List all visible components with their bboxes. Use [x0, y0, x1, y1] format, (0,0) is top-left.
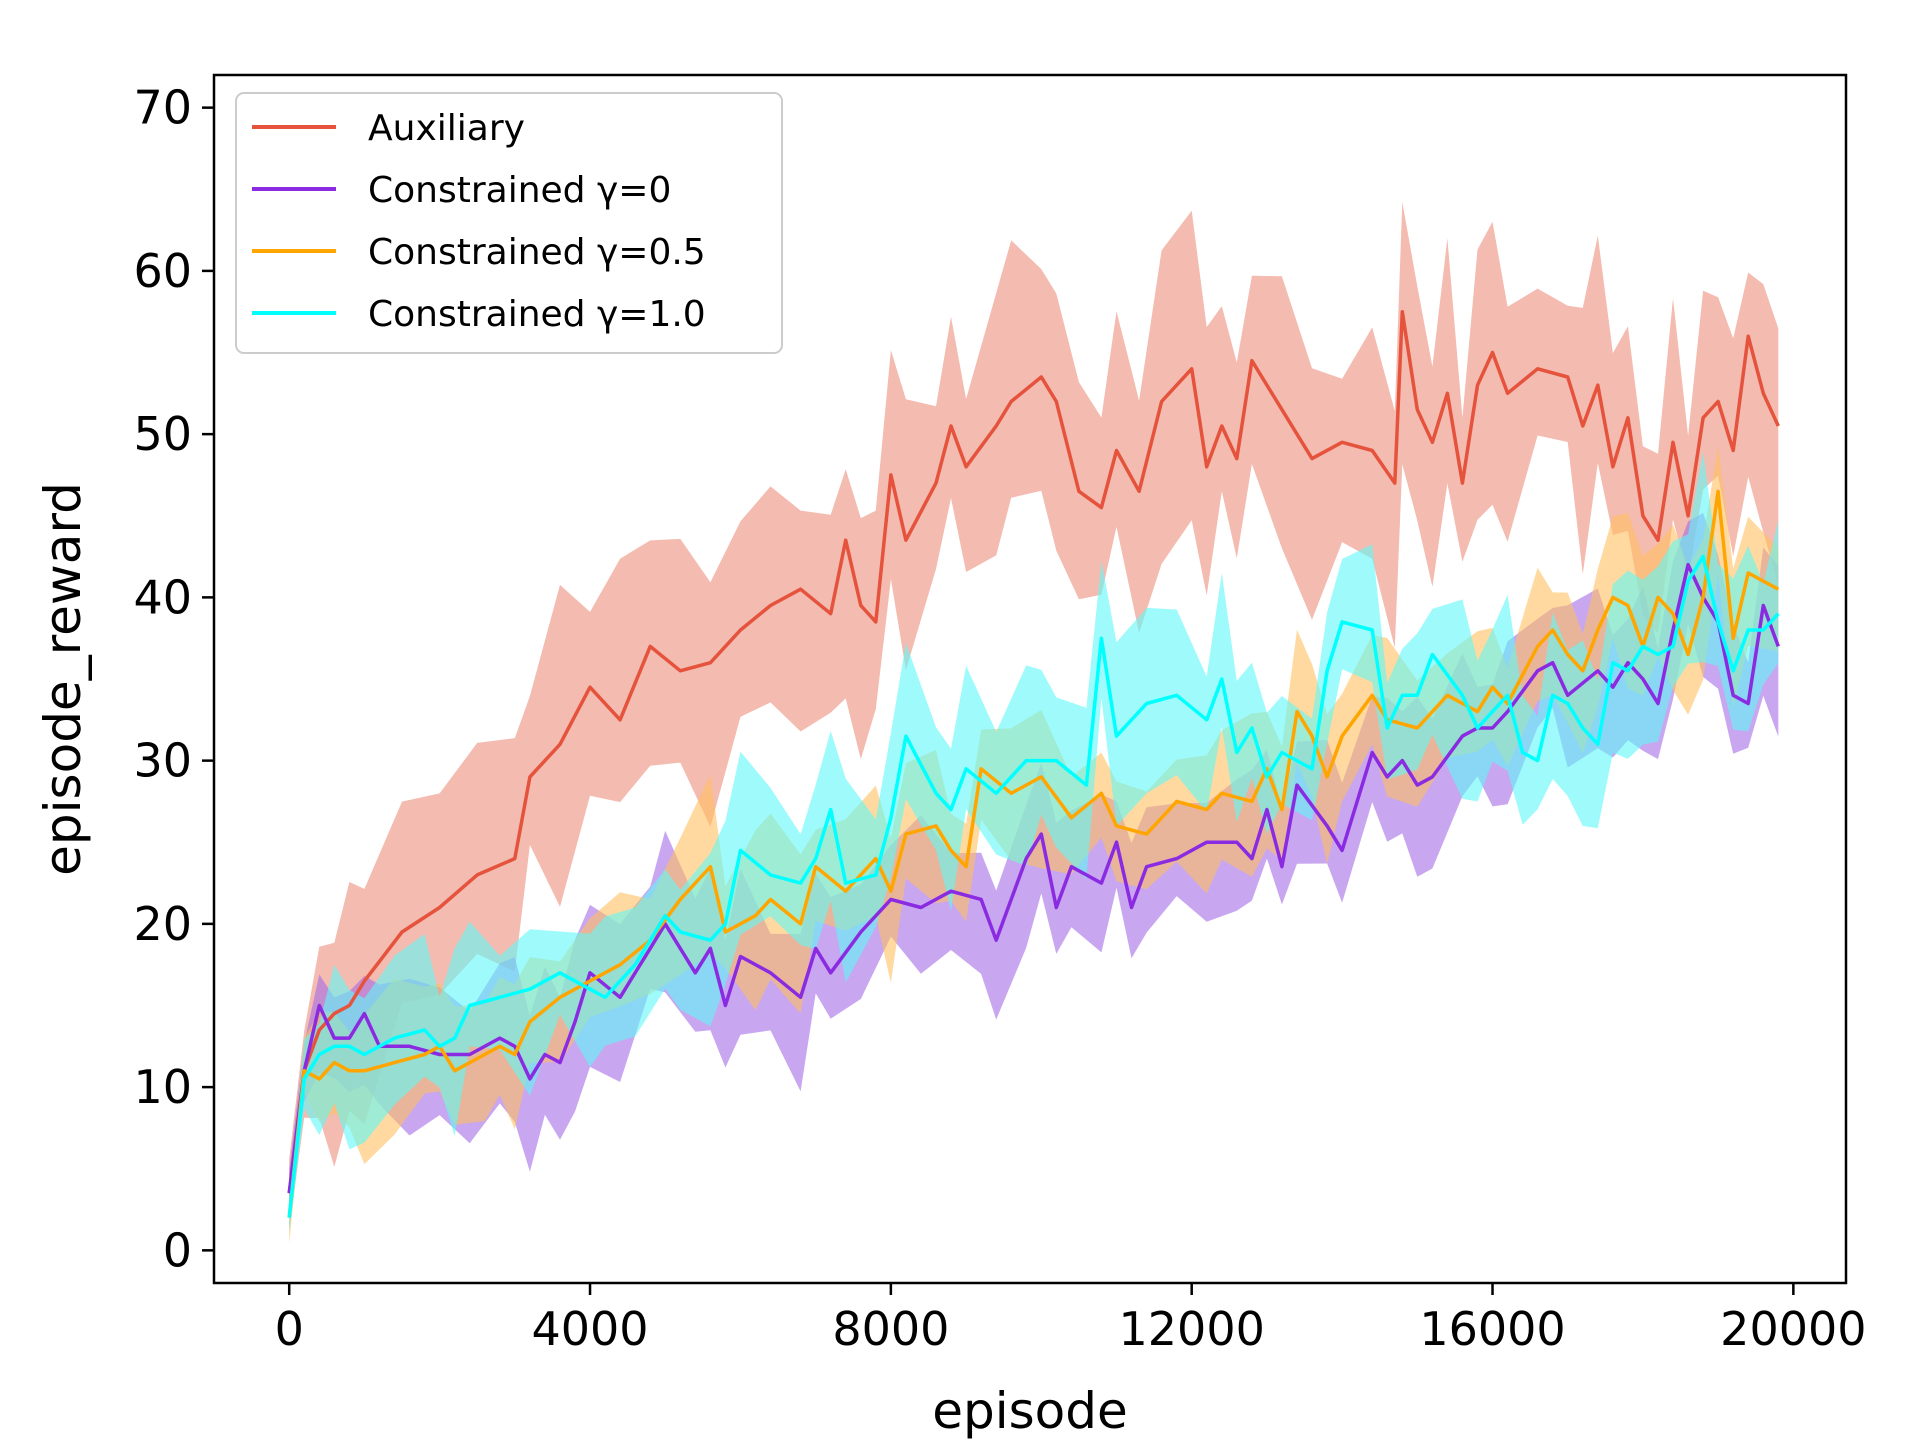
- y-tick-label: 0: [163, 1223, 192, 1277]
- legend-label: Constrained γ=1.0: [368, 294, 706, 335]
- line-series-2: [287, 489, 1780, 1218]
- y-tick-label: 30: [133, 734, 192, 788]
- x-tick-label: 0: [275, 1302, 304, 1356]
- y-tick-label: 50: [133, 407, 192, 461]
- y-axis: 0 10 20 30 40 50 60 70: [133, 81, 214, 1277]
- x-tick-label: 12000: [1119, 1302, 1265, 1356]
- x-tick-label: 16000: [1419, 1302, 1565, 1356]
- plot-frame: [212, 73, 1848, 1285]
- x-tick-label: 8000: [832, 1302, 949, 1356]
- x-tick-label: 20000: [1720, 1302, 1866, 1356]
- y-tick-label: 10: [133, 1060, 192, 1114]
- series-lines: [287, 309, 1780, 1218]
- y-tick-label: 20: [133, 897, 192, 951]
- y-tick-label: 60: [133, 244, 192, 298]
- x-axis-label: episode: [932, 1382, 1128, 1440]
- legend-label: Constrained γ=0.5: [368, 232, 706, 273]
- line-series-0: [287, 309, 1780, 1194]
- legend-box: [235, 92, 783, 354]
- x-axis: 0 4000 8000 12000 16000 20000: [275, 1283, 1867, 1356]
- y-axis-label: episode_reward: [34, 482, 92, 876]
- band-series-3: [289, 451, 1779, 1232]
- x-tick-label: 4000: [531, 1302, 648, 1356]
- y-tick-label: 40: [133, 570, 192, 624]
- legend: Auxiliary Constrained γ=0 Constrained γ=0.…: [235, 92, 783, 354]
- legend-label: Constrained γ=0: [368, 170, 671, 211]
- y-tick-label: 70: [133, 81, 192, 135]
- line-series-3: [287, 554, 1780, 1218]
- line-series-1: [287, 562, 1780, 1194]
- band-series-0: [289, 201, 1779, 1230]
- legend-label: Auxiliary: [368, 108, 525, 149]
